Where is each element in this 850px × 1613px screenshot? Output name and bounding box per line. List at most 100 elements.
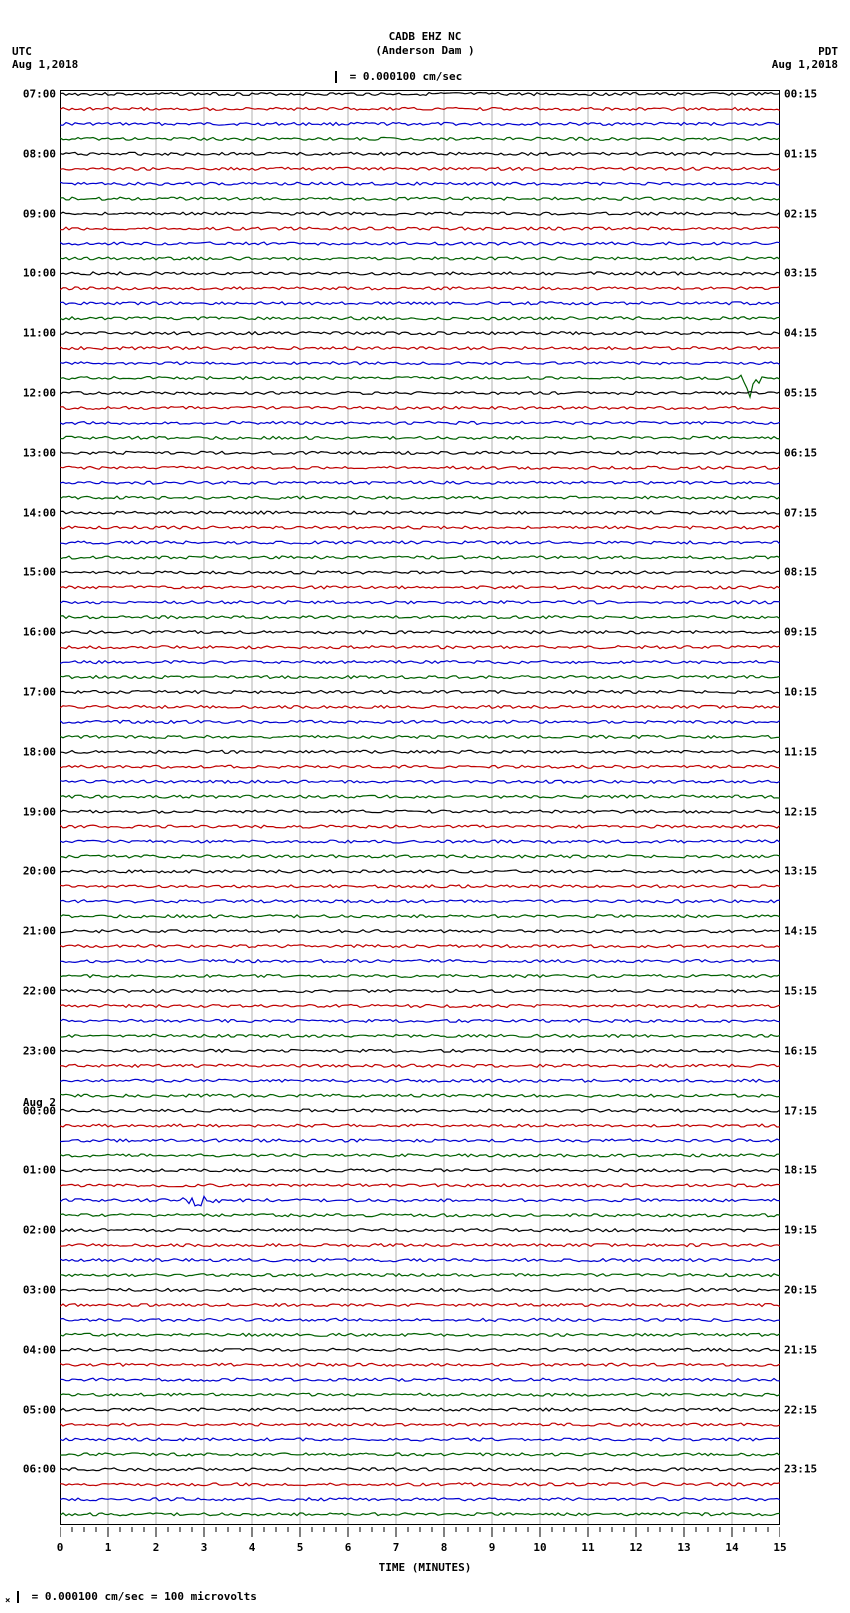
ytick-right: 06:15 <box>784 446 817 459</box>
trace-line <box>60 1333 780 1336</box>
trace-line <box>60 1259 780 1262</box>
trace-line <box>60 631 780 634</box>
trace-line <box>60 1304 780 1307</box>
trace-line <box>60 451 780 454</box>
scale-text: = 0.000100 cm/sec <box>350 70 463 83</box>
tz-left-label: UTC <box>12 45 78 58</box>
trace-line <box>60 646 780 649</box>
trace-line <box>60 1408 780 1411</box>
trace-line <box>60 362 780 365</box>
ytick-left: 10:00 <box>23 267 56 280</box>
trace-line <box>60 735 780 738</box>
ytick-right: 01:15 <box>784 147 817 160</box>
trace-line <box>60 990 780 993</box>
trace-line <box>60 1049 780 1052</box>
ytick-right: 17:15 <box>784 1104 817 1117</box>
trace-line <box>60 765 780 768</box>
trace-line <box>60 436 780 439</box>
trace-line <box>60 1229 780 1232</box>
ytick-left: 04:00 <box>23 1343 56 1356</box>
trace-line <box>60 421 780 424</box>
xtick-label: 8 <box>441 1541 448 1554</box>
trace-line <box>60 1289 780 1292</box>
ytick-right: 12:15 <box>784 805 817 818</box>
tz-left-date: Aug 1,2018 <box>12 58 78 71</box>
footer-scale: × = 0.000100 cm/sec = 100 microvolts <box>5 1590 257 1606</box>
trace-line <box>60 900 780 903</box>
trace-line <box>60 975 780 978</box>
ytick-right: 09:15 <box>784 626 817 639</box>
chart-header: CADB EHZ NC (Anderson Dam ) <box>0 30 850 58</box>
scale-indicator: = 0.000100 cm/sec <box>335 70 462 83</box>
trace-line <box>60 287 780 290</box>
trace-line <box>60 407 780 410</box>
trace-line <box>60 750 780 753</box>
trace-line <box>60 375 780 397</box>
x-axis-ticks-svg <box>60 1527 780 1541</box>
ytick-left: 08:00 <box>23 147 56 160</box>
ytick-left: 13:00 <box>23 446 56 459</box>
trace-line <box>60 556 780 559</box>
trace-line <box>60 1438 780 1441</box>
trace-line <box>60 840 780 843</box>
trace-line <box>60 825 780 828</box>
trace-line <box>60 1005 780 1008</box>
ytick-right: 19:15 <box>784 1224 817 1237</box>
trace-line <box>60 1094 780 1097</box>
trace-line <box>60 1498 780 1501</box>
trace-line <box>60 1154 780 1157</box>
tz-right-label: PDT <box>772 45 838 58</box>
xtick-label: 0 <box>57 1541 64 1554</box>
trace-line <box>60 676 780 679</box>
ytick-left: 19:00 <box>23 805 56 818</box>
xtick-label: 1 <box>105 1541 112 1554</box>
station-id: CADB EHZ NC <box>0 30 850 44</box>
ytick-right: 21:15 <box>784 1343 817 1356</box>
trace-line <box>60 526 780 529</box>
trace-line <box>60 795 780 798</box>
trace-line <box>60 571 780 574</box>
ytick-right: 16:15 <box>784 1044 817 1057</box>
trace-line <box>60 1079 780 1082</box>
trace-line <box>60 392 780 395</box>
xtick-label: 13 <box>677 1541 690 1554</box>
xtick-label: 3 <box>201 1541 208 1554</box>
ytick-left: 20:00 <box>23 865 56 878</box>
ytick-left: 00:00 <box>23 1104 56 1117</box>
ytick-right: 04:15 <box>784 327 817 340</box>
trace-line <box>60 481 780 484</box>
trace-line <box>60 1513 780 1516</box>
ytick-left: 12:00 <box>23 387 56 400</box>
trace-line <box>60 227 780 230</box>
xtick-label: 5 <box>297 1541 304 1554</box>
trace-line <box>60 1453 780 1456</box>
trace-line <box>60 257 780 260</box>
trace-line <box>60 122 780 125</box>
ytick-left: 11:00 <box>23 327 56 340</box>
trace-line <box>60 870 780 873</box>
x-axis: 0123456789101112131415 <box>60 1527 780 1544</box>
helicorder-svg <box>60 90 780 1525</box>
xtick-label: 14 <box>725 1541 738 1554</box>
trace-line <box>60 466 780 469</box>
trace-line <box>60 1139 780 1142</box>
ytick-left: 21:00 <box>23 925 56 938</box>
ytick-right: 10:15 <box>784 686 817 699</box>
trace-line <box>60 1348 780 1351</box>
trace-line <box>60 347 780 350</box>
xtick-label: 7 <box>393 1541 400 1554</box>
xtick-label: 15 <box>773 1541 786 1554</box>
trace-line <box>60 302 780 305</box>
trace-line <box>60 601 780 604</box>
trace-line <box>60 586 780 589</box>
xtick-label: 4 <box>249 1541 256 1554</box>
ytick-right: 15:15 <box>784 985 817 998</box>
ytick-right: 05:15 <box>784 387 817 400</box>
trace-line <box>60 1274 780 1277</box>
seismogram-container: CADB EHZ NC (Anderson Dam ) UTC Aug 1,20… <box>0 0 850 1613</box>
trace-line <box>60 197 780 200</box>
ytick-right: 22:15 <box>784 1403 817 1416</box>
trace-line <box>60 1483 780 1486</box>
trace-line <box>60 1244 780 1247</box>
trace-line <box>60 137 780 140</box>
